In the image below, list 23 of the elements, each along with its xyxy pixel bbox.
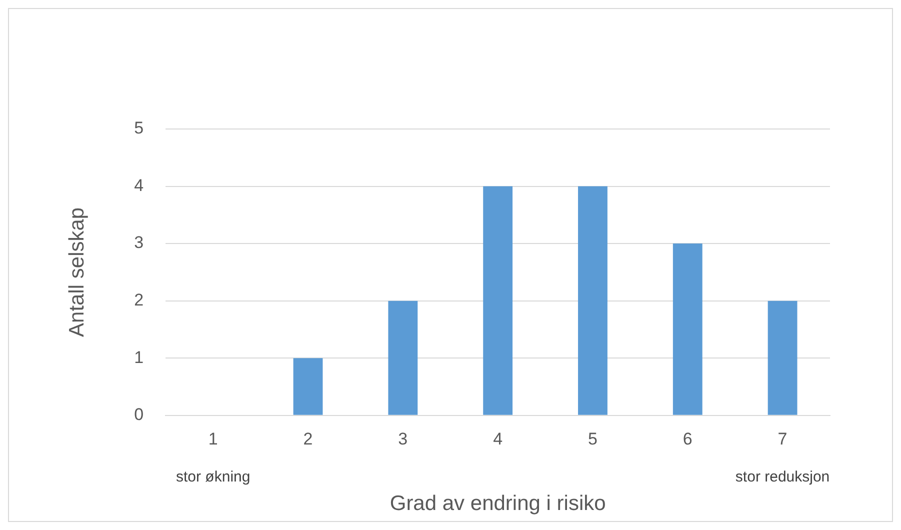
y-tick-label: 3 xyxy=(134,233,144,252)
text: stor økning xyxy=(176,468,250,486)
y-tick-label: 5 xyxy=(134,118,144,138)
bar xyxy=(768,300,798,415)
x-tick-label: 4 xyxy=(493,429,503,448)
x-tick-label: 1 xyxy=(208,429,218,448)
bar xyxy=(578,186,608,415)
y-tick-label: 1 xyxy=(134,348,144,367)
x-tick-label: 7 xyxy=(778,429,788,448)
text: stor reduksjon xyxy=(735,468,830,486)
bar xyxy=(483,186,513,415)
y-tick-label: 4 xyxy=(134,176,144,195)
bar xyxy=(388,300,418,415)
bar xyxy=(293,358,323,415)
x-axis-title: Grad av endring i risiko xyxy=(390,492,606,516)
bar xyxy=(672,244,702,415)
x-tick-label: 3 xyxy=(398,429,408,448)
x-tick-label: 2 xyxy=(303,429,313,448)
x-tick-label: 6 xyxy=(682,429,692,448)
x-tick-label: 5 xyxy=(588,429,598,448)
y-tick-label: 0 xyxy=(134,405,144,424)
y-axis-title: Antall selskap xyxy=(65,207,88,337)
y-tick-label: 2 xyxy=(134,290,144,310)
